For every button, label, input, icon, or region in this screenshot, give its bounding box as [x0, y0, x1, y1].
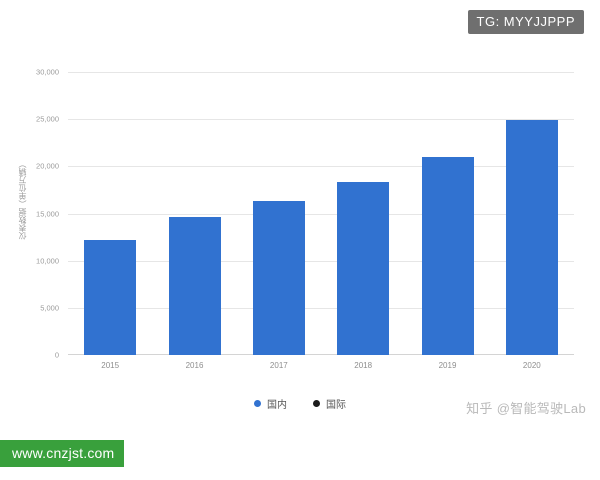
x-axis-tick-label: 2015: [101, 361, 120, 370]
x-axis-tick-label: 2016: [185, 361, 204, 370]
grid-line: [68, 166, 574, 168]
bottom-strip: [0, 472, 600, 480]
bar-2015[interactable]: [84, 239, 137, 355]
zhihu-username: @智能驾驶Lab: [496, 401, 586, 416]
y-axis-tick-label: 25,000: [36, 114, 59, 124]
zhihu-logo-text: 知乎: [466, 401, 493, 416]
grid-line: [68, 260, 574, 262]
x-axis-line: [68, 354, 574, 355]
grid-line: [68, 213, 574, 215]
y-axis-tick-label: 0: [54, 350, 59, 360]
bar-2018[interactable]: [337, 182, 390, 355]
tg-badge: TG: MYYJJPPP: [467, 10, 584, 34]
x-axis-tick-label: 2019: [438, 361, 457, 370]
x-axis-tick-label: 2020: [522, 361, 541, 370]
legend-label-international: 国际: [326, 400, 346, 411]
site-watermark: www.cnzjst.com: [0, 440, 125, 467]
legend-dot-international: [313, 400, 320, 407]
grid-line: [68, 72, 574, 73]
y-axis-tick-label: 30,000: [36, 67, 59, 77]
legend-item-domestic[interactable]: 国内: [254, 396, 287, 411]
plot-area: 0 5,000 10,000 15,000 20,000 25,000 30,000 2015…: [36, 68, 574, 370]
bar-2019[interactable]: [421, 156, 474, 355]
y-axis-tick-label: 15,000: [36, 209, 59, 218]
grid-line: [68, 307, 574, 309]
bar-2017[interactable]: [252, 201, 305, 355]
legend-dot-domestic: [254, 400, 261, 407]
grid-line: [68, 119, 574, 121]
zhihu-watermark: 知乎 @智能驾驶Lab: [466, 398, 586, 417]
y-axis-tick-label: 5,000: [40, 303, 59, 313]
legend-item-international[interactable]: 国际: [313, 396, 346, 411]
y-axis-tick-label: 10,000: [36, 256, 59, 266]
x-axis-tick-label: 2018: [354, 361, 373, 370]
bar-2020[interactable]: [505, 120, 558, 355]
x-axis-tick-label: 2017: [269, 361, 288, 370]
y-axis-title: 仪表数据（单位万辆）: [18, 160, 27, 240]
bar-2016[interactable]: [168, 217, 221, 355]
legend-label-domestic: 国内: [267, 400, 287, 411]
chart-legend: 国内 国际: [0, 396, 600, 411]
y-axis-tick-label: 20,000: [36, 161, 59, 171]
